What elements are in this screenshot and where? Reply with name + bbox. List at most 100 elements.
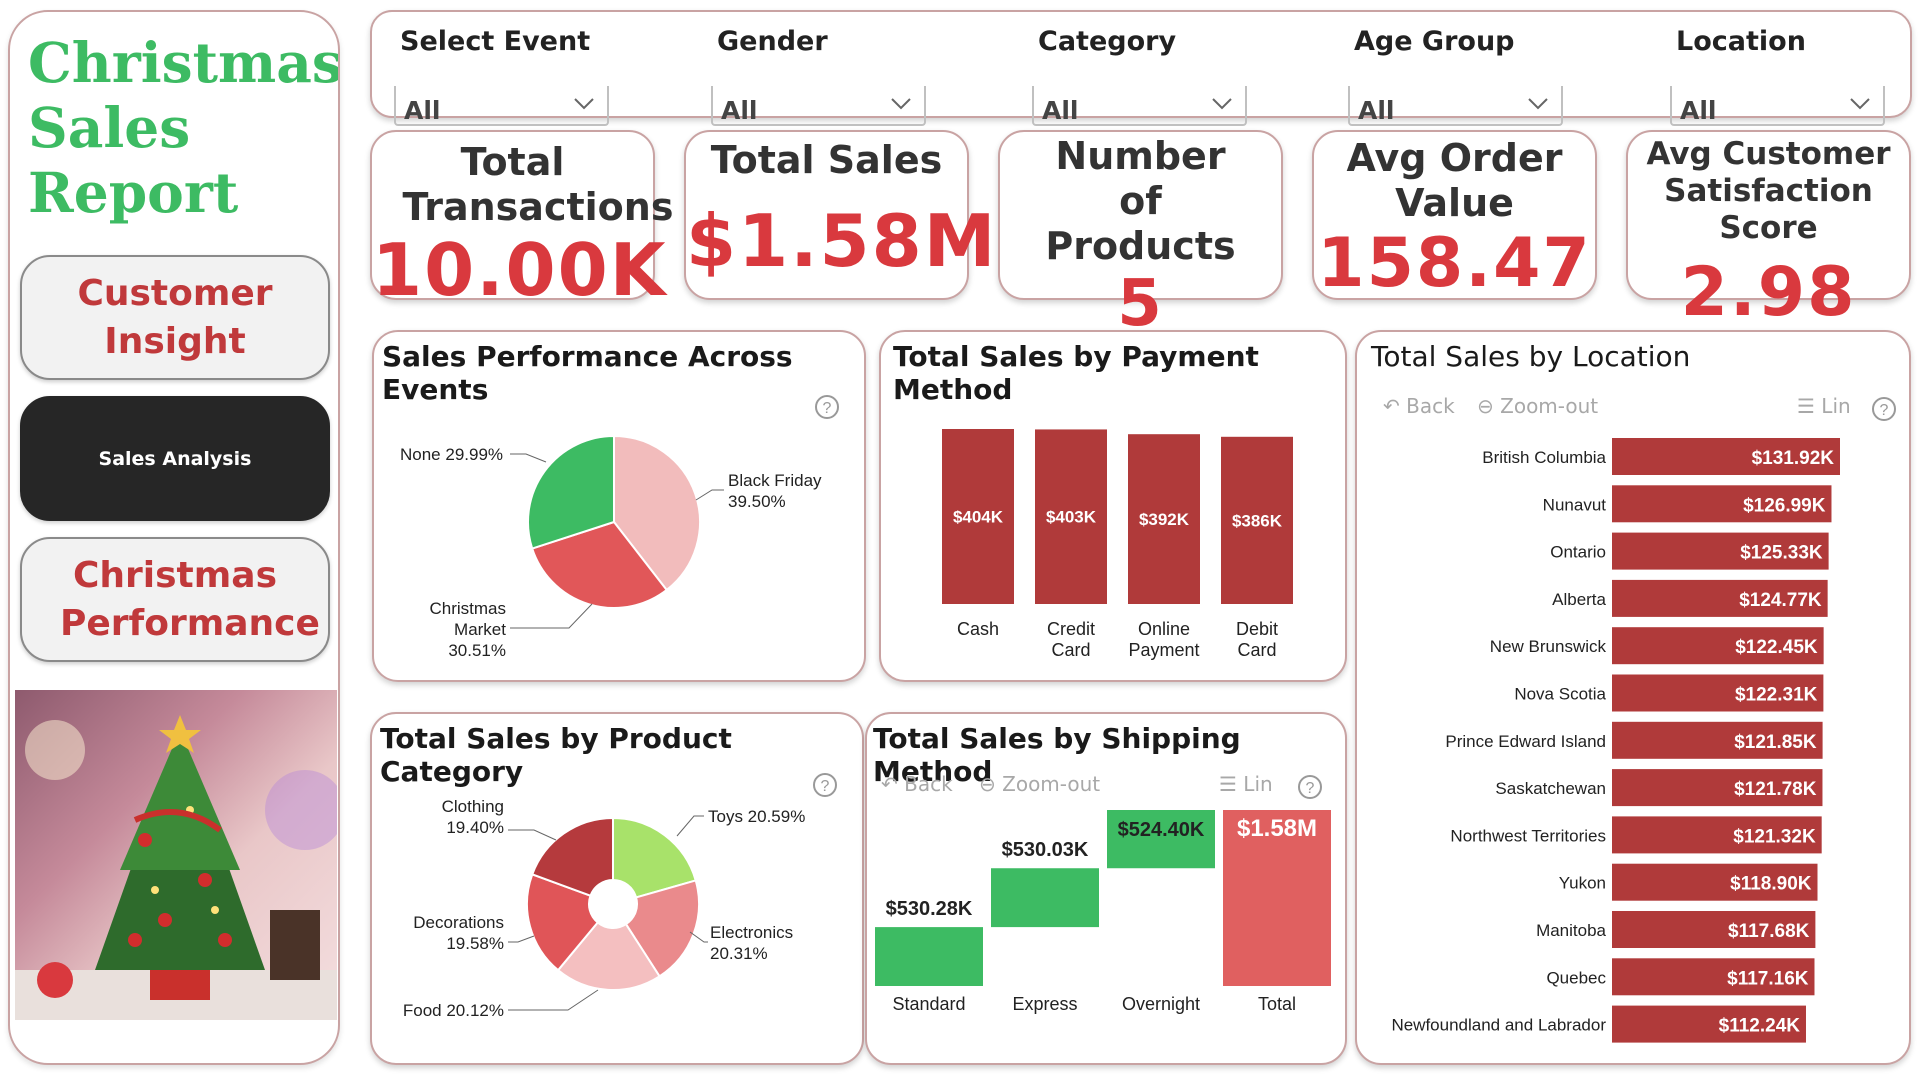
bar-value-label: $122.31K	[1735, 685, 1818, 706]
help-icon[interactable]: ?	[814, 394, 840, 420]
lin-button[interactable]: ☰ Lin	[1219, 772, 1273, 796]
leader-line	[676, 815, 704, 837]
filter-gender: Gender All	[689, 26, 926, 126]
donut-slice-decorations	[526, 873, 600, 972]
category-label: Card	[1237, 640, 1276, 660]
category-label: Yukon	[1559, 874, 1606, 893]
location-bar-chart: $131.92K British Columbia $126.99K Nunavut $…	[1391, 438, 1840, 1043]
payment-bar-chart: $404KCash$403KCreditCard$392KOnlinePayme…	[942, 429, 1293, 660]
filter-label: Gender	[717, 26, 828, 57]
kpi-value: 158.47	[1317, 224, 1592, 303]
shipping-waterfall-chart: $530.28K Standard $530.03K Express $524.40K O…	[875, 810, 1331, 1014]
kpi-total-transactions: Total Transactions 10.00K	[370, 130, 673, 310]
category-label: Debit	[1236, 619, 1278, 639]
kpi-label: Total Sales	[710, 138, 943, 182]
leader-line	[510, 603, 593, 629]
bar-alberta	[1612, 579, 1828, 617]
zoom-out-label: Zoom-out	[1500, 394, 1599, 418]
zoom-out-icon: ⊖	[1477, 394, 1494, 418]
category-label: Online	[1138, 619, 1190, 639]
report-title-line-1: Christmas	[28, 30, 340, 95]
svg-text:?: ?	[1306, 780, 1315, 797]
category-donut-chart: Toys 20.59% Electronics 20.31% Food 20.12% D…	[403, 797, 805, 1020]
sales-analysis-label: Sales Analysis	[98, 447, 252, 470]
bar-nunavut	[1612, 485, 1832, 523]
donut-slice-toys	[612, 816, 697, 899]
bar-credit-card	[1035, 429, 1107, 604]
donut-label: Electronics	[710, 923, 793, 942]
bar-value-label: $121.32K	[1733, 826, 1816, 847]
zoom-out-icon: ⊖	[979, 772, 996, 796]
back-button[interactable]: ↶ Back	[881, 772, 953, 796]
kpi-value: 10.00K	[372, 228, 668, 312]
customer-insight-button[interactable]: Customer Insight	[20, 255, 330, 380]
pie-label: Christmas	[429, 599, 506, 618]
christmas-performance-button[interactable]: Christmas Performance	[20, 537, 330, 662]
sales-analysis-button[interactable]: Sales Analysis	[20, 396, 330, 521]
kpi-value: $1.58M	[686, 199, 998, 283]
bar-quebec	[1612, 958, 1815, 996]
back-icon: ↶	[881, 772, 898, 796]
waterfall-bar-overnight	[1107, 810, 1215, 869]
bar-saskatchewan	[1612, 769, 1823, 807]
help-icon[interactable]: ?	[812, 772, 838, 798]
pie-slice-none	[527, 434, 615, 550]
bar-value-label: $121.78K	[1734, 779, 1817, 800]
leader-line	[689, 931, 708, 943]
category-label: Quebec	[1546, 968, 1606, 987]
chevron-down-icon	[1212, 98, 1232, 110]
category-label: Nova Scotia	[1514, 685, 1606, 704]
help-icon[interactable]: ?	[1871, 396, 1897, 422]
leader-line	[508, 935, 535, 943]
category-label: Payment	[1128, 640, 1199, 660]
category-label: Credit	[1047, 619, 1095, 639]
help-icon[interactable]: ?	[1297, 774, 1323, 800]
leader-line	[695, 489, 724, 501]
back-button[interactable]: ↶ Back	[1383, 394, 1455, 418]
dropdown-value: All	[1680, 96, 1717, 125]
bar-manitoba	[1612, 911, 1816, 948]
filter-label: Age Group	[1354, 26, 1515, 57]
chart-title: Total Sales by Shipping Method	[873, 722, 1241, 788]
svg-text:?: ?	[821, 778, 830, 795]
christmas-tree-illustration	[15, 715, 337, 1020]
sidebar-panel: Christmas Sales Report Customer Insight …	[8, 10, 340, 1065]
age-group-dropdown[interactable]: All	[1348, 86, 1563, 126]
filter-location: Location All	[1648, 26, 1885, 126]
chevron-down-icon	[891, 98, 911, 110]
gender-dropdown[interactable]: All	[711, 86, 926, 126]
location-dropdown[interactable]: All	[1670, 86, 1885, 126]
kpi-total-sales: Total Sales $1.58M	[684, 130, 998, 300]
bar-cash	[942, 429, 1014, 604]
filter-label: Location	[1676, 26, 1806, 57]
list-icon: ☰	[1219, 772, 1237, 796]
back-icon: ↶	[1383, 394, 1400, 418]
waterfall-bar-total	[1223, 810, 1331, 986]
select-event-dropdown[interactable]: All	[394, 86, 609, 126]
donut-value-label: 20.31%	[710, 944, 768, 963]
leader-line	[510, 453, 547, 463]
filter-label: Select Event	[400, 26, 591, 57]
category-dropdown[interactable]: All	[1032, 86, 1247, 126]
category-label: Card	[1051, 640, 1090, 660]
bar-value-label: $126.99K	[1743, 495, 1826, 516]
leader-line	[508, 829, 557, 841]
donut-slice-food	[556, 921, 661, 991]
location-card: Total Sales by Location ↶ Back ⊖ Zoom-ou…	[1355, 330, 1911, 1065]
bar-yukon	[1612, 863, 1818, 901]
zoom-out-label: Zoom-out	[1002, 772, 1101, 796]
bar-british-columbia	[1612, 438, 1840, 475]
category-label: Prince Edward Island	[1445, 732, 1606, 751]
dropdown-value: All	[404, 96, 441, 125]
report-title-line-2: Sales	[28, 95, 191, 160]
donut-label: Food 20.12%	[403, 1001, 504, 1020]
bar-online-payment	[1128, 434, 1200, 604]
kpi-value: 5	[1117, 267, 1164, 341]
lin-label: Lin	[1243, 772, 1273, 796]
zoom-out-button[interactable]: ⊖ Zoom-out	[1477, 394, 1598, 418]
category-label: Alberta	[1552, 590, 1606, 609]
svg-text:?: ?	[823, 400, 832, 417]
category-label: Saskatchewan	[1495, 779, 1606, 798]
lin-button[interactable]: ☰ Lin	[1797, 394, 1851, 418]
zoom-out-button[interactable]: ⊖ Zoom-out	[979, 772, 1100, 796]
